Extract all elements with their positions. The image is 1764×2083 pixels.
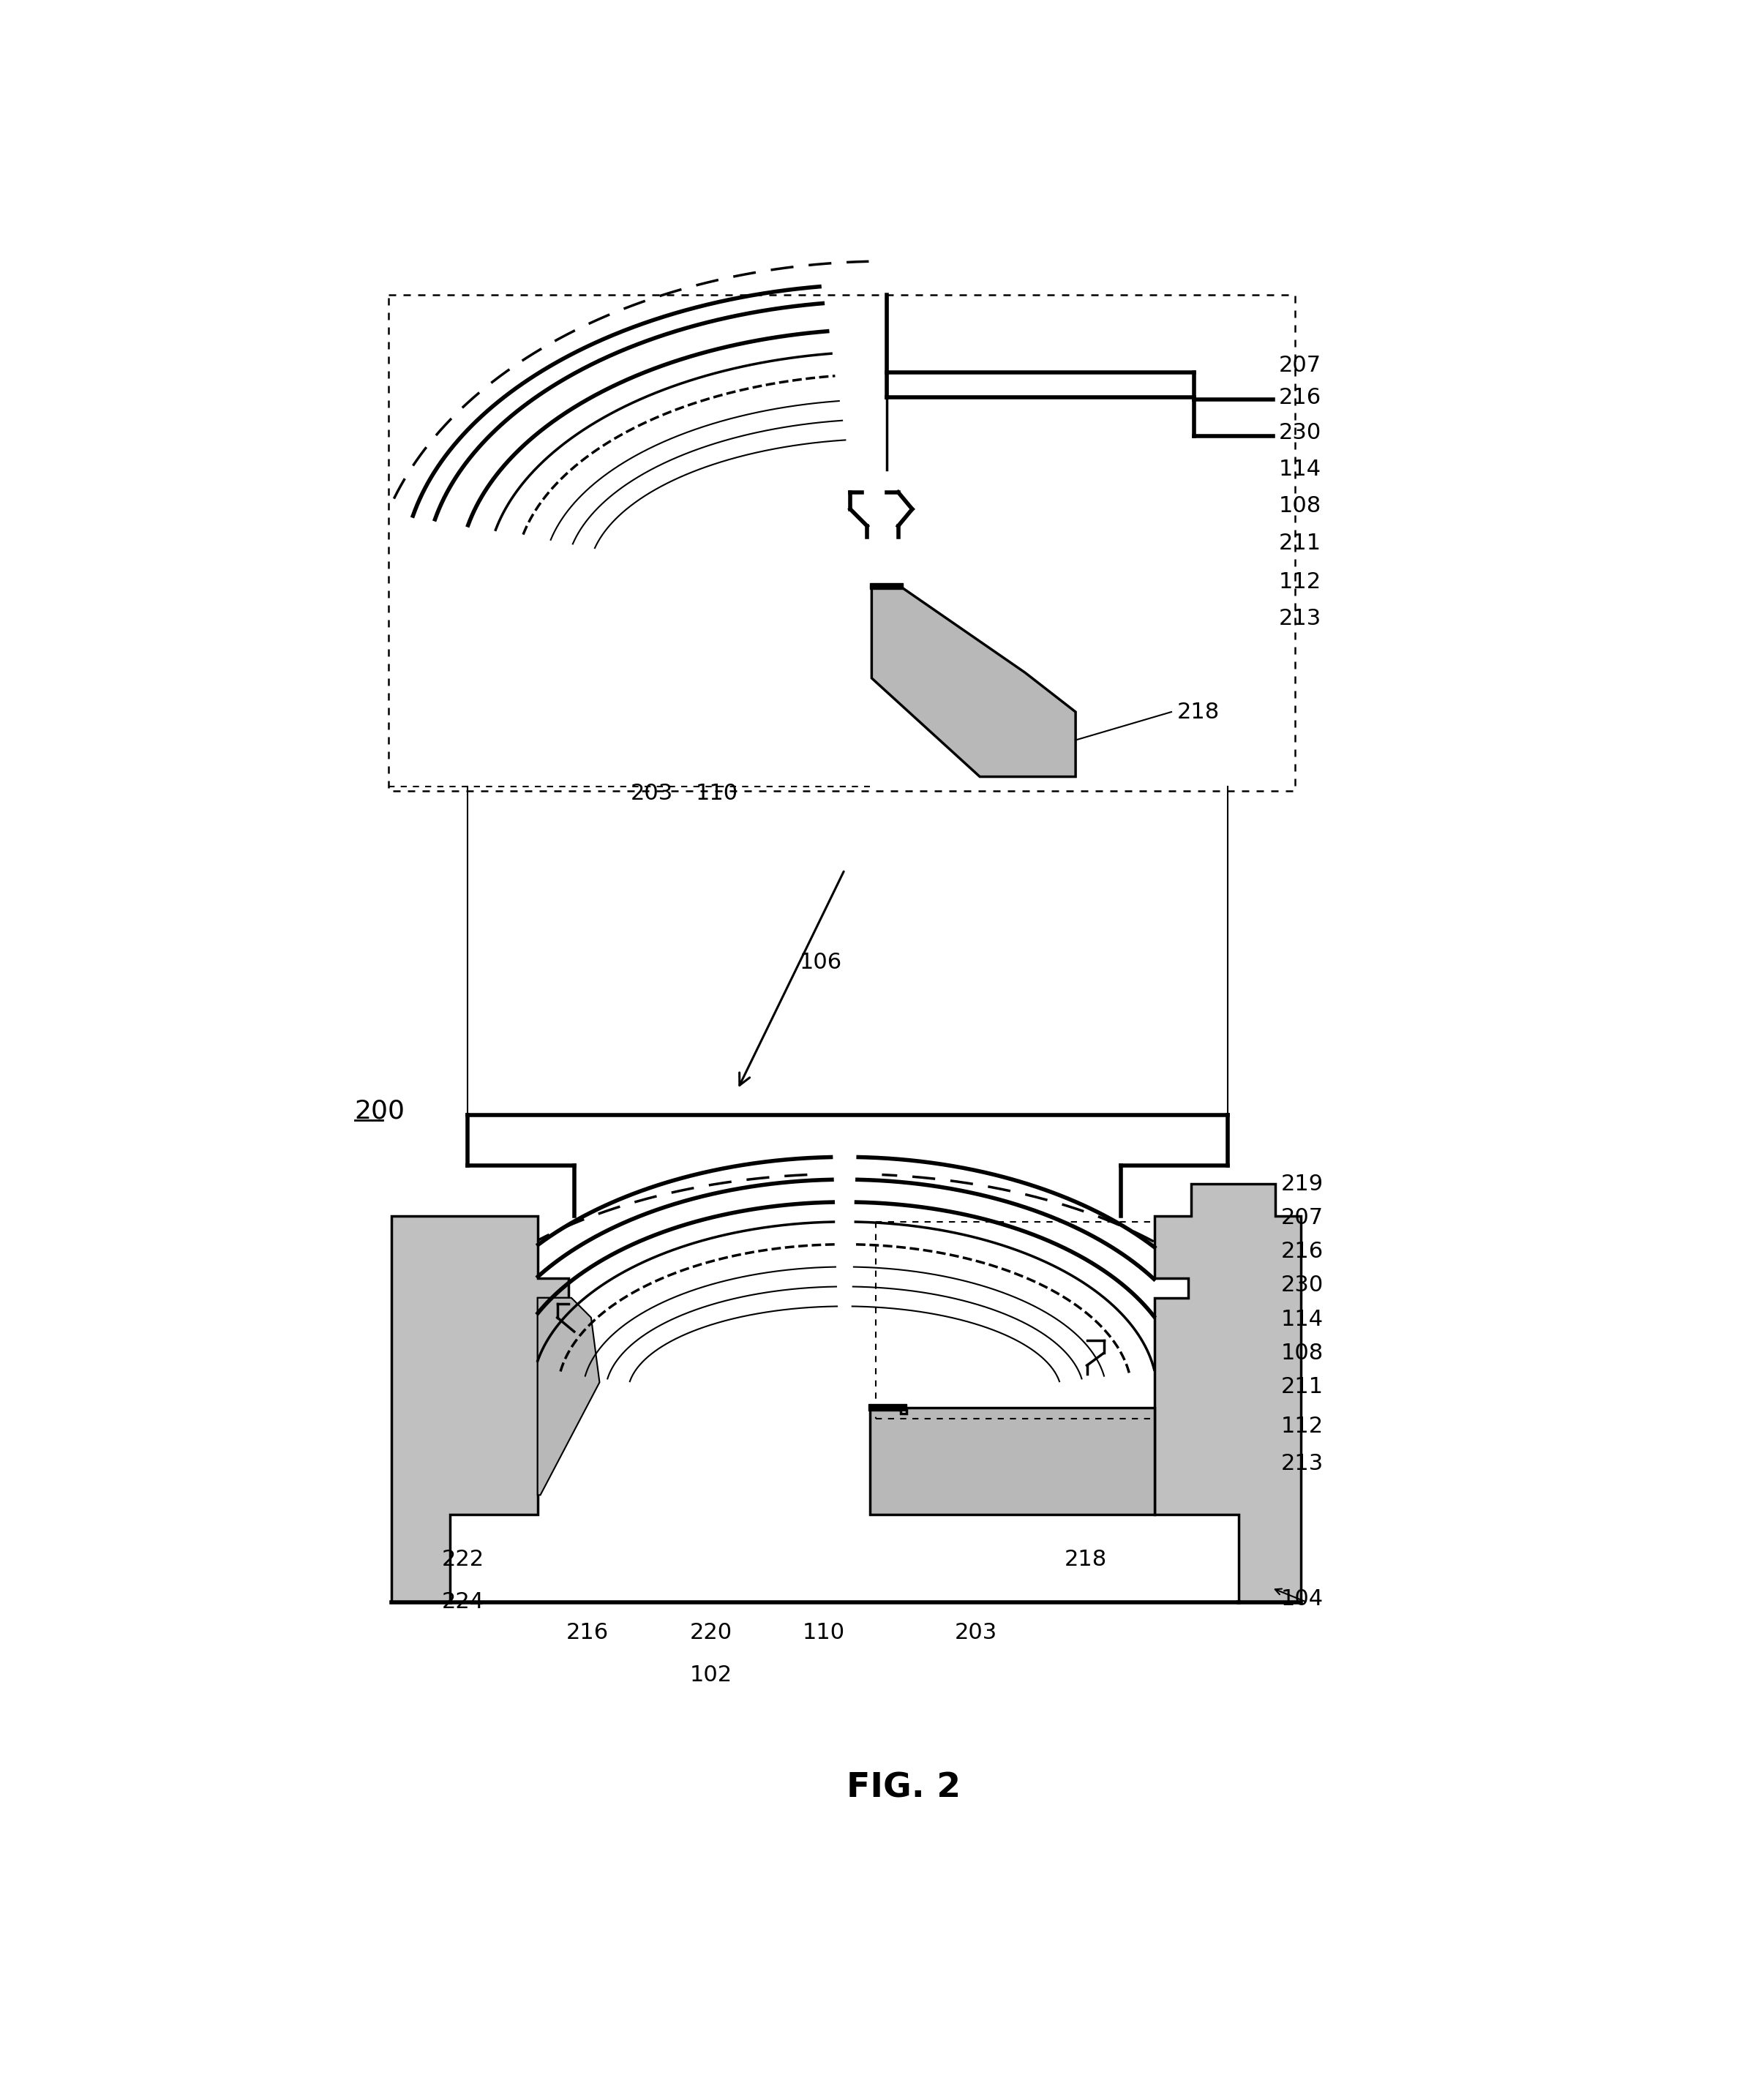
- Text: 230: 230: [1279, 423, 1321, 444]
- Text: 220: 220: [690, 1623, 732, 1643]
- Bar: [870, 583, 903, 589]
- Text: FIG. 2: FIG. 2: [847, 1771, 961, 1804]
- Text: 110: 110: [803, 1623, 845, 1643]
- Bar: [868, 1404, 907, 1410]
- Polygon shape: [870, 1408, 1154, 1514]
- Text: 216: 216: [1279, 387, 1321, 408]
- Text: 211: 211: [1281, 1377, 1323, 1398]
- Text: 108: 108: [1279, 496, 1321, 517]
- Text: 108: 108: [1281, 1341, 1323, 1364]
- Text: 213: 213: [1279, 608, 1321, 629]
- Text: 218: 218: [1064, 1550, 1108, 1571]
- Text: 224: 224: [441, 1591, 485, 1612]
- Text: 104: 104: [1281, 1589, 1323, 1610]
- Bar: [388, 296, 1295, 792]
- Text: 112: 112: [1281, 1416, 1323, 1437]
- Polygon shape: [871, 587, 1076, 777]
- Text: 203: 203: [630, 783, 674, 804]
- Text: 207: 207: [1281, 1208, 1323, 1229]
- Text: 203: 203: [954, 1623, 997, 1643]
- Text: 112: 112: [1279, 571, 1321, 594]
- Polygon shape: [1154, 1183, 1300, 1602]
- Text: 211: 211: [1279, 533, 1321, 554]
- Text: 230: 230: [1281, 1275, 1323, 1296]
- Text: 106: 106: [799, 952, 841, 973]
- Text: 207: 207: [1279, 354, 1321, 377]
- Text: 102: 102: [690, 1664, 732, 1685]
- Text: 219: 219: [1281, 1173, 1323, 1196]
- Text: 213: 213: [1281, 1454, 1323, 1475]
- Text: 200: 200: [355, 1098, 406, 1123]
- Text: 114: 114: [1281, 1308, 1323, 1329]
- Text: 110: 110: [695, 783, 737, 804]
- Text: 222: 222: [441, 1550, 485, 1571]
- Text: 218: 218: [1177, 702, 1219, 723]
- Text: 216: 216: [566, 1623, 609, 1643]
- Polygon shape: [538, 1298, 600, 1496]
- Text: 216: 216: [1281, 1241, 1323, 1262]
- Text: 114: 114: [1279, 458, 1321, 481]
- Polygon shape: [392, 1216, 568, 1602]
